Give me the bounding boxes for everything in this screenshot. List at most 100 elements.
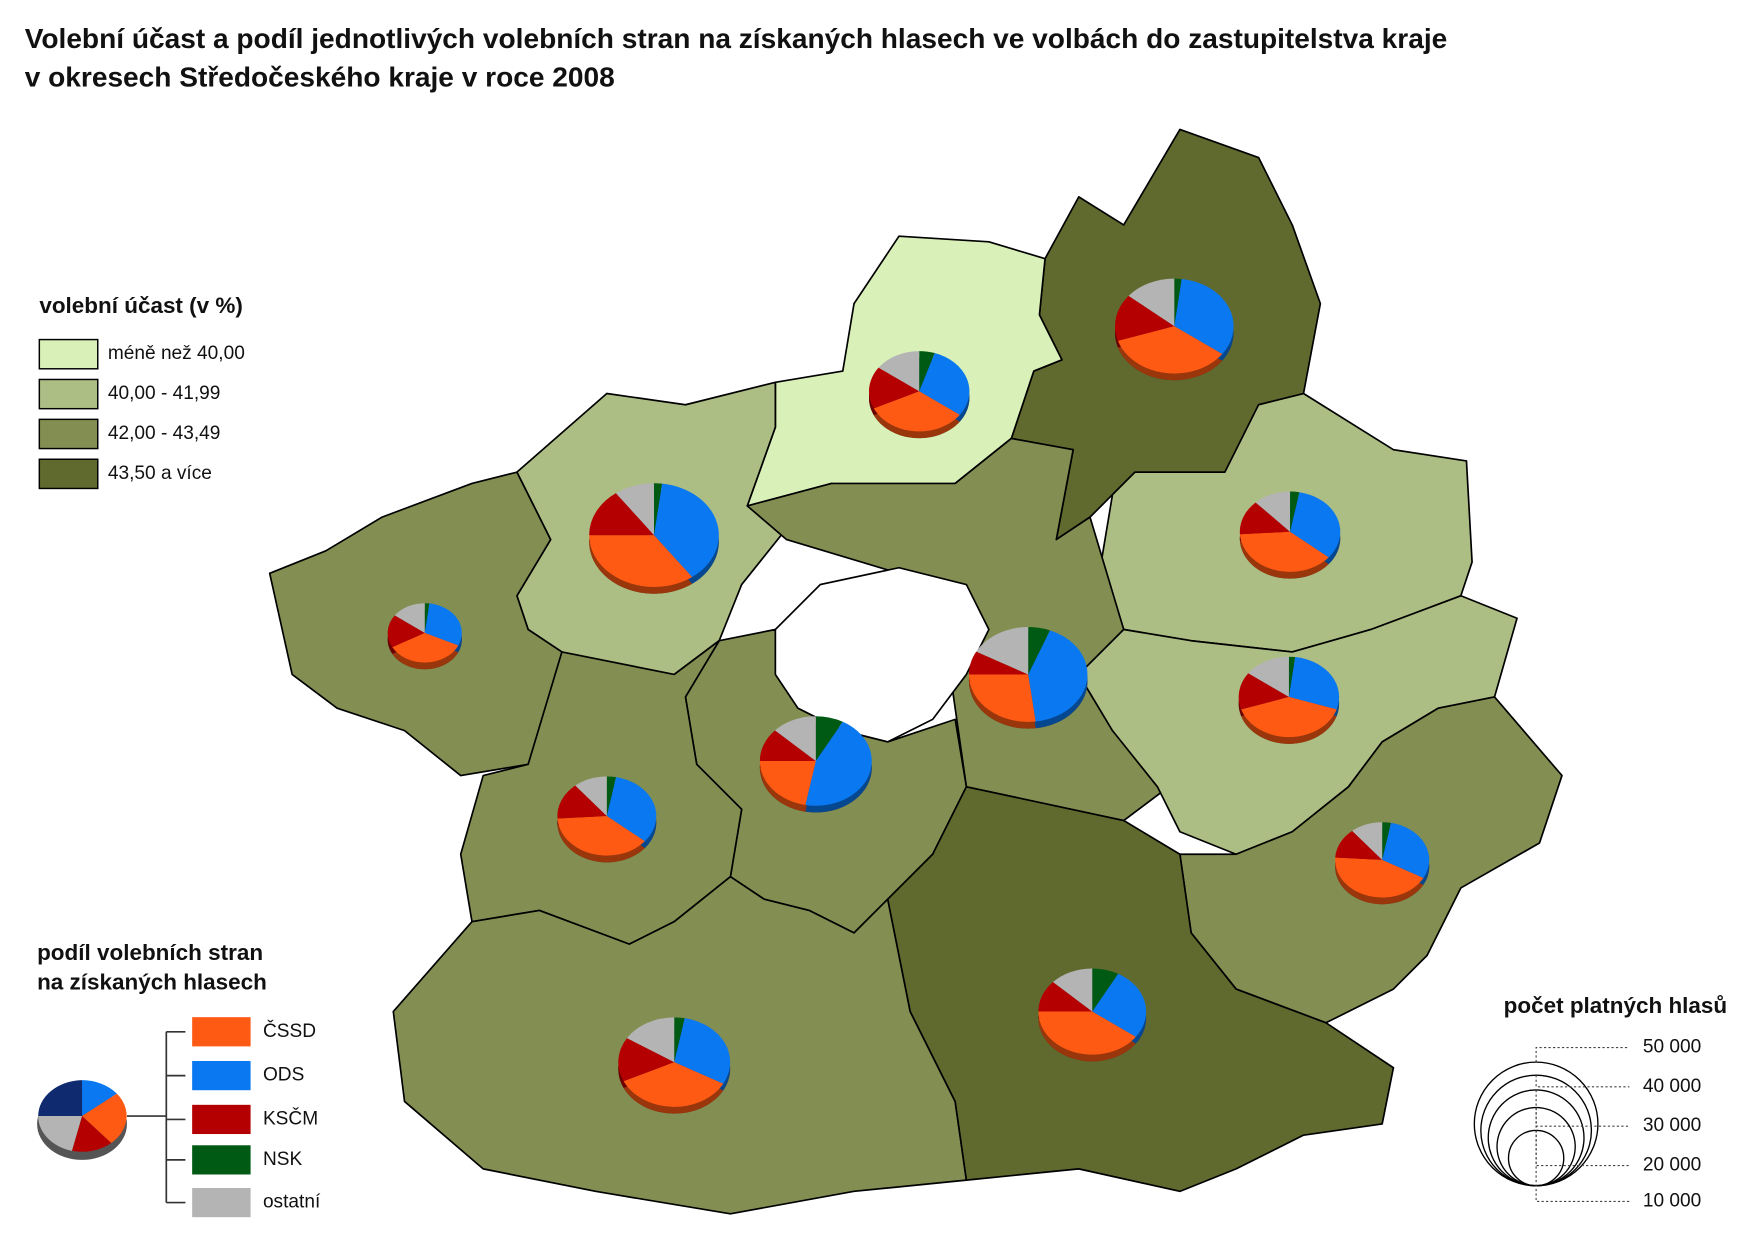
pie-slice (589, 535, 693, 587)
size-label: 50 000 (1643, 1037, 1701, 1058)
pie (387, 603, 462, 670)
prague (774, 566, 990, 743)
pie-slice (623, 1062, 724, 1107)
pie-slice (557, 785, 607, 819)
legend-pie-icon (37, 1030, 186, 1204)
legend-swatch (192, 1017, 251, 1047)
pie (968, 627, 1088, 729)
legend-label: ČSSD (263, 1020, 316, 1042)
legend-label: 43,50 a více (108, 463, 212, 484)
pie-slice (1255, 491, 1291, 532)
legend-label: KSČM (263, 1107, 318, 1129)
pie-slice (654, 483, 719, 578)
pie-slice (557, 816, 645, 856)
pie-slice (618, 1038, 675, 1082)
legend-title: podíl volebních stran (37, 940, 263, 965)
pie-slice (968, 674, 1036, 722)
pie-slice (1128, 278, 1175, 327)
pie-slice (775, 716, 816, 761)
pie-slice (1288, 657, 1340, 710)
pie-slice (1117, 326, 1223, 374)
pie-slice (394, 603, 425, 633)
pie (589, 483, 719, 594)
pie-slice (1238, 673, 1289, 710)
district (886, 785, 1395, 1193)
pie-slice (815, 716, 843, 761)
pie-slice (1241, 696, 1337, 738)
pie-slice (424, 603, 462, 646)
pie-slice (1335, 830, 1383, 860)
pie-slice (674, 1017, 685, 1063)
pie (1238, 656, 1340, 744)
pie (1239, 491, 1341, 579)
pie-slice (968, 651, 1029, 675)
pie-slice (1352, 822, 1383, 860)
pie-slice (976, 627, 1029, 675)
legend-title: počet platných hlasů (1504, 993, 1727, 1018)
pie-slice (1288, 656, 1296, 697)
title: v okresech Středočeského kraje v roce 20… (25, 61, 615, 92)
districts (268, 128, 1563, 1215)
leader (1535, 1130, 1630, 1203)
legend-swatch (38, 418, 99, 450)
pie-slice (1038, 982, 1093, 1012)
pie-slice (873, 391, 960, 432)
legend-swatch (38, 458, 99, 490)
pie-slice (919, 353, 970, 415)
pie-slice (1382, 822, 1430, 878)
pie-slice (759, 760, 816, 805)
pie-slice (805, 721, 872, 806)
pie-slice (1038, 1011, 1136, 1055)
pie-slice (1092, 968, 1119, 1012)
pie-slice (1052, 968, 1093, 1012)
pie (618, 1017, 731, 1114)
pie-slice (1239, 531, 1329, 572)
pie-slice (626, 1017, 675, 1063)
pie (759, 716, 872, 813)
title: Volební účast a podíl jednotlivých voleb… (25, 23, 1448, 54)
size-label: 30 000 (1643, 1115, 1701, 1136)
pie-slice (1248, 656, 1289, 697)
pie-slice (868, 367, 920, 409)
pie-slice (1174, 279, 1234, 354)
size-circle (1496, 1106, 1576, 1187)
pie-slice (1382, 822, 1391, 860)
pie-slice (606, 776, 617, 817)
pie-slice (1290, 492, 1341, 558)
legend-swatch (38, 338, 99, 370)
leader (1535, 1075, 1630, 1088)
pie-slice (1092, 973, 1147, 1037)
pie-slice (589, 493, 655, 536)
legend-label: ODS (263, 1065, 304, 1086)
legend-label: 42,00 - 43,49 (108, 423, 221, 444)
legend-title: na získaných hlasech (37, 969, 267, 994)
size-label: 10 000 (1643, 1191, 1701, 1212)
legend-swatch (192, 1104, 251, 1135)
pie-slice (1335, 857, 1424, 898)
pie-slice (606, 777, 657, 842)
size-label: 40 000 (1643, 1076, 1701, 1097)
legend-label: méně než 40,00 (108, 343, 245, 364)
leader (1535, 1107, 1630, 1167)
pie-slice (654, 483, 663, 536)
pie-slice (392, 632, 459, 663)
pie (1038, 968, 1147, 1062)
pie (1335, 822, 1430, 905)
pie-slice (1115, 295, 1175, 341)
pie-slice (1028, 630, 1088, 722)
pie-slice (1028, 627, 1051, 675)
pie-slice (919, 351, 935, 392)
pie-slice (1174, 278, 1182, 327)
legend-swatch (192, 1187, 251, 1218)
pie-slice (575, 776, 607, 817)
legend-swatch (192, 1145, 251, 1175)
pie-slice (1239, 502, 1291, 535)
size-label: 20 000 (1643, 1155, 1701, 1176)
legend-title: volební účast (v %) (39, 293, 243, 318)
pie-slice (674, 1018, 731, 1084)
pie-slice (387, 615, 425, 648)
legend-label: NSK (263, 1149, 303, 1170)
pie (557, 776, 657, 863)
pie-slice (1290, 491, 1300, 532)
